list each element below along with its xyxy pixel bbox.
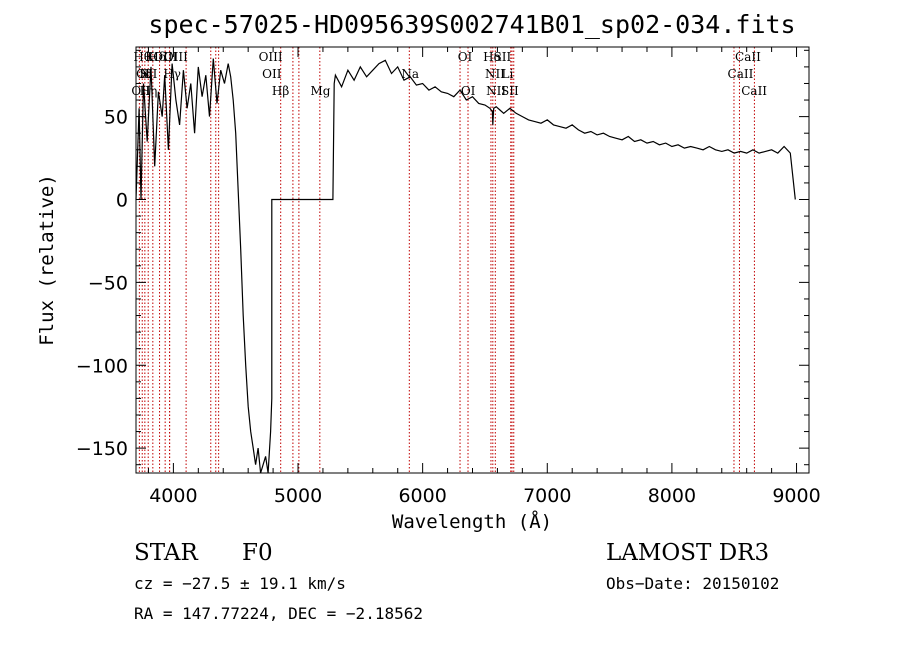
survey-name: LAMOST DR3 (606, 540, 769, 566)
line-label: OI (458, 50, 473, 64)
line-label: NII (486, 84, 506, 98)
object-class: STAR (134, 540, 198, 566)
x-axis-ticks: 4000 5000 6000 7000 8000 9000 (147, 47, 821, 507)
y-axis-ticks: −150 −100 −50 0 50 (76, 49, 809, 466)
line-label: NII (485, 67, 505, 81)
x-tick-label: 6000 (398, 485, 446, 507)
line-label: Hη (140, 84, 158, 98)
y-tick-label: 50 (104, 107, 128, 129)
line-label: Li (501, 67, 513, 81)
coordinates: RA = 147.77224, DEC = −2.18562 (134, 604, 423, 623)
line-label: Hα (483, 50, 502, 64)
chart-title: spec-57025-HD095639S002741B01_sp02-034.f… (148, 10, 795, 39)
line-label: SII (140, 67, 158, 81)
line-label: O (136, 67, 146, 81)
x-tick-label: 5000 (274, 485, 322, 507)
reference-lines-group (138, 47, 755, 473)
line-label: SII (501, 84, 519, 98)
x-tick-label: 8000 (648, 485, 696, 507)
x-tick-label: 7000 (523, 485, 571, 507)
line-label: OIII (164, 50, 188, 64)
line-label: Hδ (148, 50, 166, 64)
object-subclass: F0 (242, 540, 273, 566)
line-label: OIII (153, 50, 177, 64)
observation-date: Obs−Date: 20150102 (606, 574, 779, 593)
plot-frame (135, 46, 810, 474)
y-tick-label: −100 (76, 355, 128, 377)
line-label: OIII (259, 50, 283, 64)
line-label: H (139, 67, 149, 81)
y-tick-label: −50 (88, 272, 128, 294)
line-label: K (145, 50, 155, 64)
y-tick-label: −150 (76, 438, 128, 460)
x-tick-label: 4000 (149, 485, 197, 507)
line-label: CaII (728, 67, 754, 81)
y-tick-label: 0 (116, 189, 128, 211)
x-axis-label: Wavelength (Å) (392, 510, 552, 533)
line-label: Mg (310, 84, 330, 98)
spectrum-line (135, 58, 796, 474)
line-label: OI (461, 84, 476, 98)
line-label: OII (262, 67, 282, 81)
line-label: Hθ (133, 50, 151, 64)
redshift-info: cz = −27.5 ± 19.1 km/s (134, 574, 346, 593)
line-label: Hβ (272, 84, 289, 98)
x-tick-label: 9000 (772, 485, 820, 507)
line-label: SII (494, 50, 512, 64)
y-axis-label: Flux (relative) (36, 174, 58, 346)
line-label: CaII (735, 50, 761, 64)
line-label: ε (144, 67, 150, 81)
line-label: Na (401, 67, 419, 81)
line-label: CaII (741, 84, 767, 98)
